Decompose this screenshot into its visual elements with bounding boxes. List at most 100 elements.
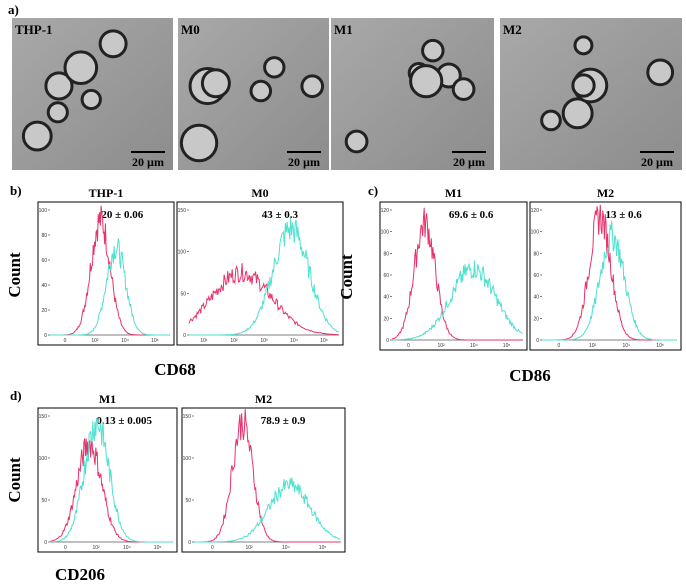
x-tick-label: 10⁵ xyxy=(656,343,664,349)
y-tick-label: 0 xyxy=(188,540,191,546)
cell xyxy=(98,29,128,59)
x-tick-label: 0 xyxy=(64,338,67,344)
y-tick-label: 60 xyxy=(533,273,539,279)
panel-label: c) xyxy=(368,183,378,198)
micrograph: M2 20 µm xyxy=(500,18,682,170)
cell xyxy=(421,38,445,63)
x-tick-label: 10¹ xyxy=(200,338,208,344)
plot-frame xyxy=(181,407,346,553)
x-tick-label: 10⁵ xyxy=(151,338,159,344)
cell xyxy=(561,97,594,130)
y-tick-label: 50 xyxy=(185,498,191,504)
micrograph: M0 20 µm xyxy=(178,18,329,170)
histogram-curve xyxy=(391,207,523,341)
x-tick-label: 10⁴ xyxy=(623,343,631,349)
plot-title: THP-1 xyxy=(89,186,124,200)
annotation: 20 ± 0.06 xyxy=(101,209,143,221)
plot-title: M2 xyxy=(255,392,272,406)
cell xyxy=(249,79,273,103)
y-tick-label: 100 xyxy=(39,208,48,214)
histogram-curve xyxy=(542,220,677,341)
plot-frame xyxy=(379,201,528,351)
image-label: M2 xyxy=(503,22,522,37)
y-tick-label: 20 xyxy=(41,308,47,314)
image-label: M1 xyxy=(334,22,353,37)
y-tick-label: 0 xyxy=(44,333,47,339)
x-tick-label: 0 xyxy=(557,343,560,349)
plot-title: M1 xyxy=(99,392,116,406)
y-tick-label: 40 xyxy=(41,283,47,289)
annotation: 78.9 ± 0.9 xyxy=(261,415,306,427)
x-tick-label: 10⁴ xyxy=(123,545,131,551)
x-tick-label: 10⁵ xyxy=(320,338,328,344)
annotation: 0.13 ± 0.005 xyxy=(96,415,152,427)
micrograph: THP-1 20 µm xyxy=(12,18,173,170)
y-tick-label: 100 xyxy=(183,456,192,462)
y-tick-label: 0 xyxy=(536,338,539,344)
y-tick-label: 40 xyxy=(383,295,389,301)
y-axis-label: Count xyxy=(337,254,356,300)
histogram-curve xyxy=(194,409,341,543)
x-axis-label: CD86 xyxy=(509,366,551,385)
x-tick-label: 0 xyxy=(211,545,214,551)
scale-label: 20 µm xyxy=(641,155,673,169)
cell xyxy=(263,56,286,79)
cell xyxy=(344,129,369,154)
panel-label: d) xyxy=(10,388,22,403)
cell xyxy=(200,68,231,99)
histogram-curve xyxy=(194,477,341,543)
y-tick-label: 80 xyxy=(41,233,47,239)
cell xyxy=(573,35,594,56)
plot-frame xyxy=(529,201,682,351)
y-tick-label: 100 xyxy=(39,456,48,462)
y-tick-label: 20 xyxy=(383,316,389,322)
y-tick-label: 0 xyxy=(44,540,47,546)
panel-label: a) xyxy=(8,2,19,17)
x-tick-label: 10³ xyxy=(260,338,268,344)
y-tick-label: 120 xyxy=(381,208,390,214)
y-tick-label: 100 xyxy=(178,250,187,256)
cell xyxy=(646,58,675,87)
y-tick-label: 100 xyxy=(531,230,540,236)
y-tick-label: 50 xyxy=(180,291,186,297)
scale-label: 20 µm xyxy=(132,155,164,169)
scale-label: 20 µm xyxy=(288,155,320,169)
cell xyxy=(80,88,102,111)
x-tick-label: 10⁴ xyxy=(470,343,478,349)
y-tick-label: 150 xyxy=(183,414,192,420)
cell xyxy=(451,77,476,101)
image-label: THP-1 xyxy=(15,22,53,37)
histogram-curve xyxy=(188,263,339,336)
histogram-curve xyxy=(189,217,339,336)
plot-frame xyxy=(37,407,178,553)
y-tick-label: 60 xyxy=(383,273,389,279)
scale-label: 20 µm xyxy=(453,155,485,169)
x-tick-label: 10² xyxy=(589,343,597,349)
cell xyxy=(21,120,53,152)
cell xyxy=(44,71,74,101)
plot-frame xyxy=(37,201,175,346)
panel-label: b) xyxy=(10,183,22,198)
x-tick-label: 10² xyxy=(91,338,99,344)
cell xyxy=(571,73,596,98)
x-tick-label: 10⁵ xyxy=(503,343,511,349)
y-tick-label: 120 xyxy=(531,208,540,214)
annotation: 43 ± 0.3 xyxy=(262,209,299,221)
y-tick-label: 60 xyxy=(41,258,47,264)
histogram-curve xyxy=(392,260,523,341)
y-tick-label: 40 xyxy=(533,295,539,301)
y-tick-label: 50 xyxy=(41,498,47,504)
y-tick-label: 100 xyxy=(381,230,390,236)
histogram-curve xyxy=(50,438,173,543)
cell xyxy=(540,109,562,132)
x-tick-label: 0 xyxy=(407,343,410,349)
x-tick-label: 10² xyxy=(246,545,254,551)
y-tick-label: 80 xyxy=(383,251,389,257)
annotation: 69.6 ± 0.6 xyxy=(449,209,494,221)
x-tick-label: 10⁵ xyxy=(319,545,327,551)
x-tick-label: 10² xyxy=(438,343,446,349)
micrograph: M1 20 µm xyxy=(331,18,494,170)
histogram-curve xyxy=(542,204,677,341)
cell xyxy=(409,64,444,99)
